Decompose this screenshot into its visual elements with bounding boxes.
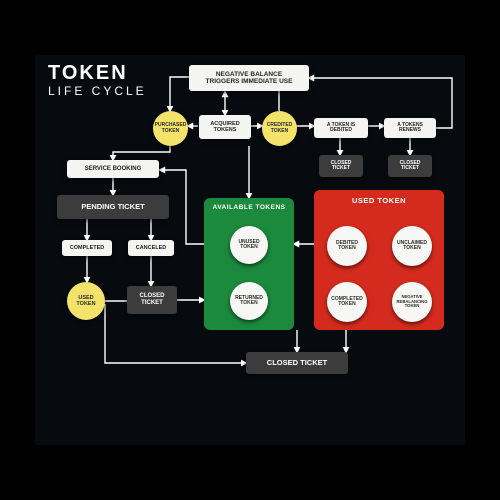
node-text: TICKET [401, 166, 419, 172]
node-text: COMPLETED [70, 245, 105, 251]
node-unused_token: UNUSEDTOKEN [230, 226, 268, 264]
title-sub: LIFE CYCLE [48, 84, 147, 98]
node-text: DEBITED [330, 128, 352, 134]
node-closed_ticket_c: CLOSEDTICKET [127, 286, 177, 314]
node-text: TOKEN [403, 246, 420, 252]
node-acquired_tokens: ACQUIREDTOKENS [199, 115, 251, 139]
node-text: PENDING TICKET [81, 203, 144, 211]
node-debited_token: DEBITEDTOKEN [327, 226, 367, 266]
node-text: TOKEN [271, 129, 288, 135]
node-neg_rebal_token: NEGATIVEREBALANCINGTOKEN [392, 282, 432, 322]
node-text: SERVICE BOOKING [85, 166, 142, 173]
node-negative_balance: NEGATIVE BALANCETRIGGERS IMMEDIATE USE [189, 65, 309, 91]
node-service_booking: SERVICE BOOKING [67, 160, 159, 178]
panel-title: USED TOKEN [314, 190, 444, 205]
node-purchased_token: PURCHASEDTOKEN [153, 111, 188, 146]
node-text: TOKEN [405, 304, 420, 309]
node-text: TICKET [141, 300, 163, 307]
node-completed_token: COMPLETEDTOKEN [327, 282, 367, 322]
node-text: TOKEN [338, 246, 355, 252]
node-text: TOKEN [162, 129, 179, 135]
node-text: CANCELED [136, 245, 167, 251]
node-text: CLOSED [139, 293, 164, 300]
node-closed_ticket_a: CLOSEDTICKET [319, 155, 363, 177]
node-text: NEGATIVE BALANCE [216, 71, 282, 78]
node-text: TOKEN [76, 301, 95, 307]
node-tokens_renews: A TOKENSRENEWS [384, 118, 436, 138]
title-main: TOKEN [48, 62, 128, 85]
panel-title: AVAILABLE TOKENS [204, 198, 294, 211]
node-token_debited: A TOKEN ISDEBITED [314, 118, 368, 138]
node-text: CLOSED TICKET [267, 359, 327, 367]
node-used_token_yellow: USEDTOKEN [67, 282, 105, 320]
node-text: TOKENS [214, 127, 237, 133]
node-closed_ticket_bottom: CLOSED TICKET [246, 352, 348, 374]
node-text: TOKEN [240, 245, 257, 251]
node-text: TOKEN [240, 301, 257, 307]
node-text: TOKEN [338, 302, 355, 308]
node-unclaimed_token: UNCLAIMEDTOKEN [392, 226, 432, 266]
node-pending_ticket: PENDING TICKET [57, 195, 169, 219]
node-text: RENEWS [399, 128, 421, 134]
node-text: TRIGGERS IMMEDIATE USE [206, 78, 293, 85]
node-canceled: CANCELED [128, 240, 174, 256]
node-returned_token: RETURNEDTOKEN [230, 282, 268, 320]
node-credited_token: CREDITEDTOKEN [262, 111, 297, 146]
node-completed: COMPLETED [62, 240, 112, 256]
node-text: TICKET [332, 166, 350, 172]
node-closed_ticket_b: CLOSEDTICKET [388, 155, 432, 177]
